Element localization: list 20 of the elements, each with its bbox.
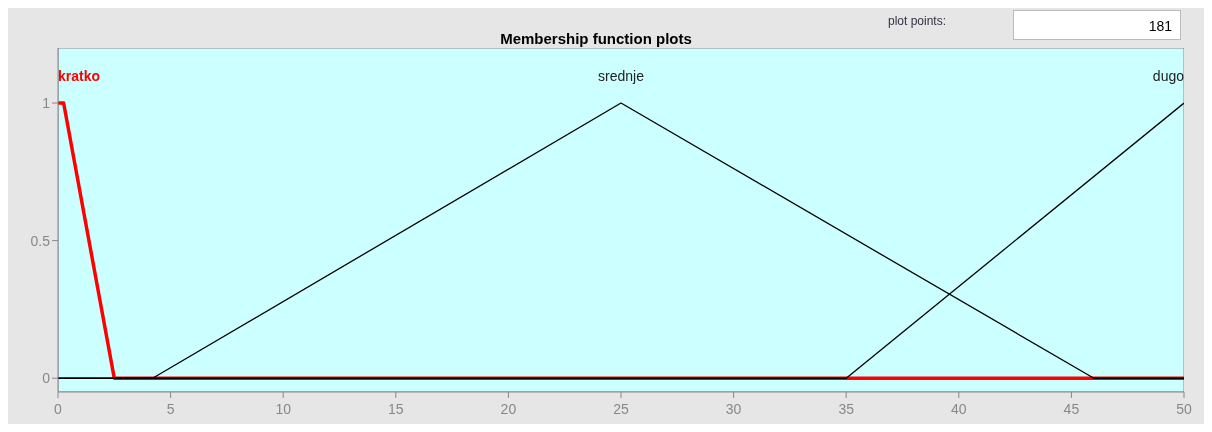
x-tick-label: 0 <box>54 400 63 417</box>
x-tick-label: 10 <box>275 400 292 417</box>
x-tick-label: 45 <box>1063 400 1080 417</box>
x-tick-label: 35 <box>838 400 855 417</box>
x-tick-label: 40 <box>951 400 967 417</box>
series-label: kratko <box>58 68 101 85</box>
x-tick-label: 15 <box>388 400 404 417</box>
text: plot points: <box>888 14 947 28</box>
x-tick-label: 50 <box>1176 400 1192 417</box>
x-tick-label: 20 <box>500 400 517 417</box>
input-field: 181 <box>1013 10 1181 40</box>
y-tick-label: 0 <box>42 370 51 387</box>
x-tick-label: 30 <box>725 400 742 417</box>
series-label: srednje <box>598 68 645 85</box>
x-tick-label: 25 <box>613 400 629 417</box>
chart-title: Membership function plots <box>500 30 692 47</box>
y-tick-label: 1 <box>42 95 51 112</box>
x-tick-label: 5 <box>166 400 175 417</box>
y-tick-label: 0.5 <box>30 232 51 249</box>
series-label: dugo <box>1152 68 1185 85</box>
